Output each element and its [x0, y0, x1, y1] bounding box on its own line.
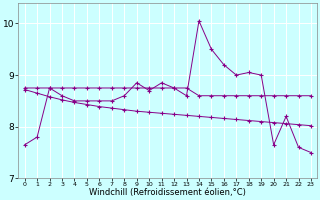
- X-axis label: Windchill (Refroidissement éolien,°C): Windchill (Refroidissement éolien,°C): [89, 188, 246, 197]
